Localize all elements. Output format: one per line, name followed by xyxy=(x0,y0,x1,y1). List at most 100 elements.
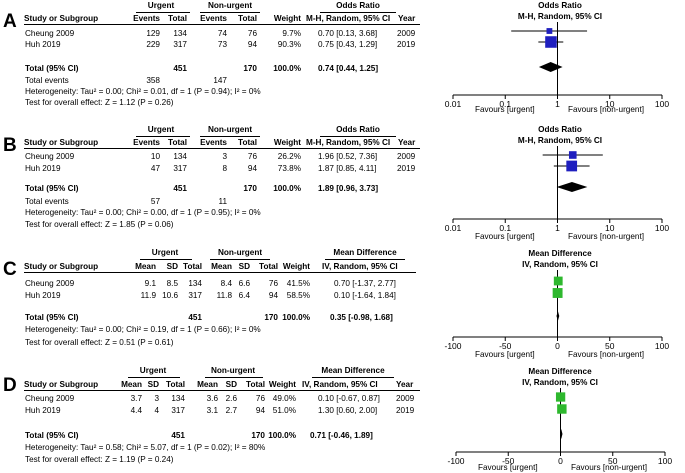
study-point-estimate xyxy=(552,288,563,298)
total-weight: 100.0% xyxy=(273,184,301,193)
study-name: Huh 2019 xyxy=(25,291,61,300)
cell: 47 xyxy=(150,164,160,173)
header-rule xyxy=(320,136,396,137)
study-name: Cheung 2009 xyxy=(25,279,75,288)
cell: 94 xyxy=(247,164,257,173)
x-tick-label: 50 xyxy=(605,341,615,351)
study-point-estimate xyxy=(555,392,566,402)
x-tick-label: -100 xyxy=(447,456,464,466)
col-study: Study or Subgroup xyxy=(24,14,99,23)
header-rule xyxy=(320,12,396,13)
header-rule xyxy=(312,377,394,378)
col-study: Study or Subgroup xyxy=(24,262,99,271)
total-label: Total (95% CI) xyxy=(25,64,79,73)
study-name: Huh 2019 xyxy=(25,164,61,173)
study-year: 2019 xyxy=(397,40,416,49)
total-ci: 0.71 [-0.46, 1.89] xyxy=(310,431,373,440)
cell: 74 xyxy=(217,29,227,38)
study-name: Cheung 2009 xyxy=(25,29,75,38)
col-weight: Weight xyxy=(273,138,301,147)
study-ci: 1.96 [0.52, 7.36] xyxy=(318,152,378,161)
x-tick-label: 10 xyxy=(605,223,615,233)
study-year: 2009 xyxy=(397,29,416,38)
plot-title: Odds Ratio xyxy=(538,1,582,10)
cell: 134 xyxy=(188,279,202,288)
col-sd: SD xyxy=(166,262,178,271)
cell: 76 xyxy=(255,394,265,403)
group2-header: Non-urgent xyxy=(217,248,263,257)
events-e1: 57 xyxy=(150,197,160,206)
total-n2: 170 xyxy=(243,184,257,193)
study-year: 2009 xyxy=(397,152,416,161)
plot-title: Odds Ratio xyxy=(538,125,582,134)
panel-label-c: C xyxy=(3,259,17,280)
group2-header: Non-urgent xyxy=(207,1,253,10)
x-tick-label: 0.1 xyxy=(499,223,511,233)
x-tick-label: 0.01 xyxy=(445,99,462,109)
group2-header: Non-urgent xyxy=(210,366,256,375)
study-weight: 58.5% xyxy=(286,291,310,300)
col-mean: Mean xyxy=(197,380,218,389)
panel-label-d: D xyxy=(3,375,17,396)
total-n1: 451 xyxy=(171,431,185,440)
header-rule xyxy=(136,12,190,13)
overall-effect-text: Test for overall effect: Z = 1.85 (P = 0… xyxy=(25,220,174,229)
total-ci: 1.89 [0.96, 3.73] xyxy=(318,184,379,193)
total-n1: 451 xyxy=(173,64,187,73)
cell: 76 xyxy=(268,279,278,288)
panel-label-a: A xyxy=(3,11,17,32)
heterogeneity-text: Heterogeneity: Tau² = 0.00; Chi² = 0.00,… xyxy=(25,208,261,217)
cell: 11.9 xyxy=(140,291,156,300)
study-weight: 51.0% xyxy=(272,406,296,415)
x-tick-label: 0 xyxy=(558,456,563,466)
favours-left: Favours [urgent] xyxy=(478,463,538,472)
col-total: Total xyxy=(259,262,278,271)
cell: 10 xyxy=(150,152,160,161)
cell: 3.7 xyxy=(130,394,142,403)
x-tick-label: 100 xyxy=(655,99,669,109)
pooled-diamond xyxy=(538,62,563,72)
col-total: Total xyxy=(183,262,202,271)
col-mean: Mean xyxy=(121,380,142,389)
total-label: Total (95% CI) xyxy=(25,184,79,193)
panel-label-b: B xyxy=(3,135,17,156)
x-tick-label: 0.01 xyxy=(445,223,462,233)
cell: 3 xyxy=(154,394,159,403)
overall-effect-text: Test for overall effect: Z = 0.51 (P = 0… xyxy=(25,338,174,347)
study-name: Huh 2019 xyxy=(25,40,61,49)
cell: 94 xyxy=(255,406,265,415)
study-name: Huh 2019 xyxy=(25,406,61,415)
study-point-estimate xyxy=(557,404,567,414)
col-study: Study or Subgroup xyxy=(24,380,99,389)
x-tick-label: 100 xyxy=(658,456,672,466)
effect-header: Mean Difference xyxy=(333,248,397,257)
col-year: Year xyxy=(398,14,416,23)
x-tick-label: 100 xyxy=(655,341,669,351)
cell: 4 xyxy=(154,406,159,415)
table-rule xyxy=(24,390,420,391)
plot-method: IV, Random, 95% CI xyxy=(522,260,598,269)
favours-left: Favours [urgent] xyxy=(475,105,535,114)
group1-header: Urgent xyxy=(147,1,175,10)
cell: 129 xyxy=(146,29,160,38)
x-tick-label: 50 xyxy=(608,456,618,466)
col-weight: Weight xyxy=(282,262,310,271)
header-rule xyxy=(325,259,405,260)
col-total: Total xyxy=(168,14,187,23)
total-label: Total (95% CI) xyxy=(25,313,79,322)
study-year: 2019 xyxy=(397,164,416,173)
cell: 229 xyxy=(146,40,160,49)
group1-header: Urgent xyxy=(151,248,179,257)
header-rule xyxy=(140,259,192,260)
header-rule xyxy=(210,259,270,260)
total-n1: 451 xyxy=(173,184,187,193)
col-weight: Weight xyxy=(268,380,296,389)
col-method: IV, Random, 95% CI xyxy=(302,380,378,389)
study-ci: 1.87 [0.85, 4.11] xyxy=(318,164,377,173)
study-weight: 49.0% xyxy=(272,394,296,403)
study-point-estimate xyxy=(568,151,577,159)
overall-effect-text: Test for overall effect: Z = 1.12 (P = 0… xyxy=(25,98,174,107)
cell: 134 xyxy=(171,394,185,403)
total-label: Total (95% CI) xyxy=(25,431,79,440)
